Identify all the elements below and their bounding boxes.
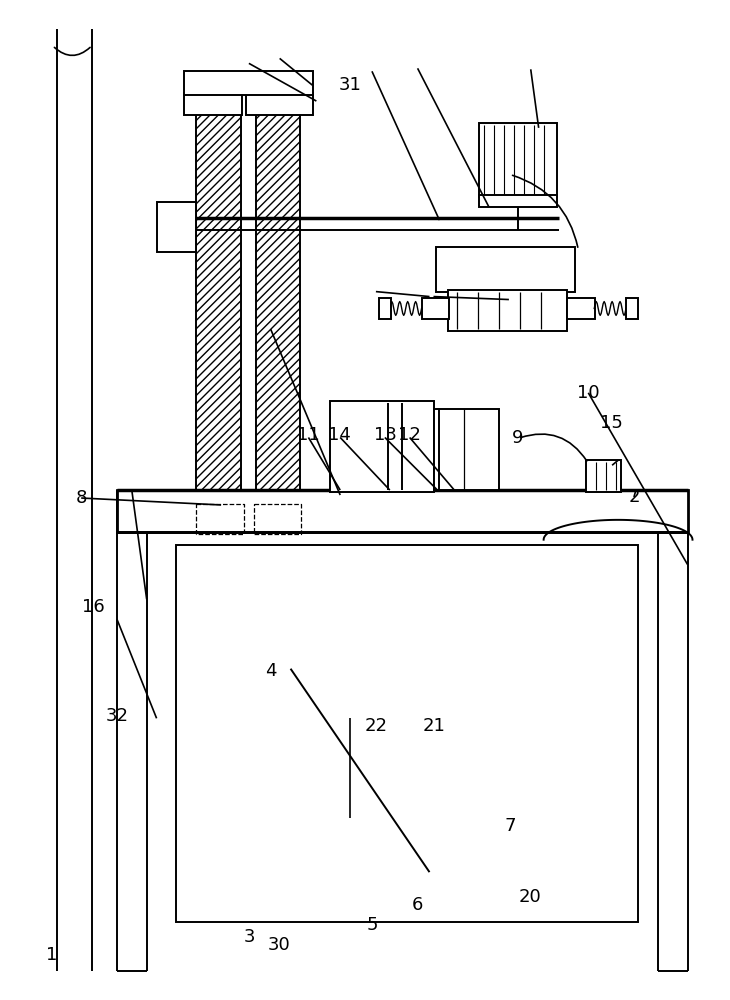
Text: 21: 21 — [423, 717, 445, 735]
Text: 14: 14 — [328, 426, 351, 444]
Bar — [586, 460, 621, 492]
Text: 5: 5 — [366, 916, 378, 934]
Text: 12: 12 — [399, 426, 421, 444]
Bar — [117, 490, 688, 532]
Text: 31: 31 — [339, 76, 362, 94]
Bar — [479, 123, 556, 197]
Text: 2: 2 — [629, 488, 640, 506]
Bar — [255, 113, 301, 500]
Bar — [379, 298, 391, 319]
Bar — [177, 545, 638, 922]
Bar — [185, 498, 242, 516]
Bar — [246, 498, 313, 516]
Bar — [437, 409, 499, 490]
Bar — [185, 93, 242, 115]
Bar — [626, 298, 638, 319]
Bar — [157, 202, 196, 252]
Text: 22: 22 — [364, 717, 388, 735]
Text: 13: 13 — [374, 426, 396, 444]
Text: 4: 4 — [265, 662, 277, 680]
Text: 20: 20 — [519, 888, 542, 906]
Text: 10: 10 — [577, 384, 599, 402]
Bar — [421, 298, 450, 319]
Text: 8: 8 — [75, 489, 87, 507]
Bar — [246, 93, 313, 115]
Bar — [513, 549, 545, 580]
Text: 7: 7 — [504, 817, 515, 835]
Text: 16: 16 — [82, 598, 104, 616]
Bar — [567, 298, 595, 319]
Text: 3: 3 — [243, 928, 255, 946]
Bar — [330, 401, 434, 492]
Text: 9: 9 — [512, 429, 523, 447]
Bar — [185, 71, 313, 95]
Text: 15: 15 — [600, 414, 623, 432]
Bar — [434, 409, 439, 490]
Bar — [324, 549, 356, 580]
Bar — [437, 247, 575, 292]
Text: 1: 1 — [46, 946, 58, 964]
Text: 32: 32 — [106, 707, 128, 725]
Text: 11: 11 — [297, 426, 320, 444]
Bar — [196, 113, 241, 500]
Text: 30: 30 — [268, 936, 291, 954]
Text: 6: 6 — [412, 896, 423, 914]
Bar — [448, 290, 567, 331]
Bar — [479, 195, 556, 207]
